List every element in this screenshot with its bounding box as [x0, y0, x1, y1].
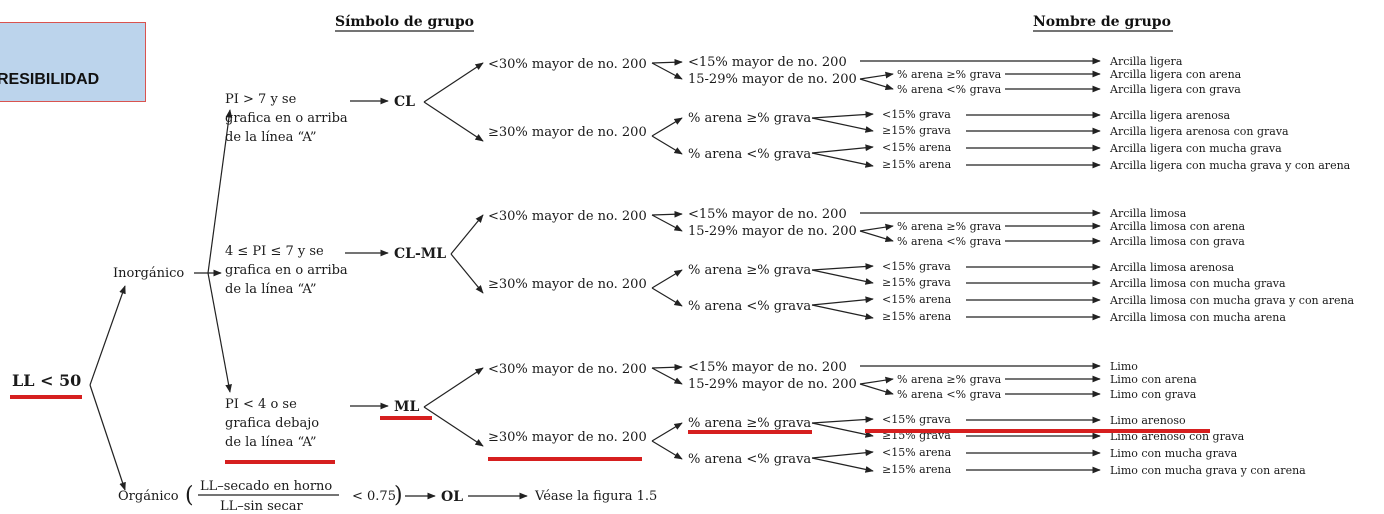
header-symbol: Símbolo de grupo — [335, 14, 474, 30]
fines-ge30-3: ≥30% mayor de no. 200 — [488, 430, 647, 445]
small-arena-lt15-1: <15% arena — [882, 141, 952, 154]
organic-denominator: LL–sin secar — [220, 499, 303, 514]
group-block-2: 4 ≤ PI ≤ 7 y se grafica en o arriba de la … — [225, 207, 1355, 324]
group-symbol-ml: ML — [394, 399, 419, 415]
condition-2-line-3: de la línea “A” — [225, 282, 317, 297]
sub-sand-lt-3: % arena <% grava — [688, 452, 811, 467]
small-grava-lt15-2: <15% grava — [882, 260, 951, 273]
category-badge: RESIBILIDAD — [0, 22, 146, 102]
inorganic-label: Inorgánico — [113, 266, 184, 281]
root-label: LL < 50 — [12, 371, 81, 390]
small-arena-lt15-2: <15% arena — [882, 293, 952, 306]
group-name-1-3: Arcilla ligera con grava — [1109, 83, 1241, 96]
small-arena-ge15-2: ≥15% arena — [882, 310, 952, 323]
small-arena-lt15-3: <15% arena — [882, 446, 952, 459]
svg-text:): ) — [394, 483, 403, 508]
condition-1-line-1: PI > 7 y se — [225, 92, 297, 107]
group-name-1-7: Arcilla ligera con mucha grava y con are… — [1109, 159, 1351, 172]
sub-sand-ge-1: % arena ≥% grava — [688, 111, 811, 126]
condition-3-line-3: de la línea “A” — [225, 435, 317, 450]
group-name-1-4: Arcilla ligera arenosa — [1109, 109, 1231, 122]
group-name-3-4: Limo arenoso — [1110, 414, 1186, 427]
group-name-2-1: Arcilla limosa — [1109, 207, 1187, 220]
group-name-1-6: Arcilla ligera con mucha grava — [1109, 142, 1282, 155]
group-name-1-5: Arcilla ligera arenosa con grava — [1109, 125, 1289, 138]
highlight-path — [225, 416, 1210, 464]
sub-15-29-2: 15-29% mayor de no. 200 — [688, 224, 857, 239]
svg-text:(: ( — [185, 483, 194, 508]
small-grava-lt15-3: <15% grava — [882, 413, 951, 426]
fines-ge30-1: ≥30% mayor de no. 200 — [488, 125, 647, 140]
sub-lt15-3: <15% mayor de no. 200 — [688, 360, 847, 375]
small-grava-ge15-2: ≥15% grava — [882, 276, 951, 289]
group-name-1-2: Arcilla ligera con arena — [1109, 68, 1242, 81]
sub-15-29-3: 15-29% mayor de no. 200 — [688, 377, 857, 392]
sub-sand-lt-1: % arena <% grava — [688, 147, 811, 162]
group-name-3-3: Limo con grava — [1110, 388, 1197, 401]
sub-lt15-1: <15% mayor de no. 200 — [688, 55, 847, 70]
sub-sand-ge-2: % arena ≥% grava — [688, 263, 811, 278]
header-name: Nombre de grupo — [1033, 14, 1171, 30]
organic-numerator: LL–secado en horno — [200, 479, 332, 494]
small-sand-lt-3: % arena <% grava — [897, 388, 1002, 401]
condition-3-line-2: grafica debajo — [225, 416, 319, 431]
group-name-2-5: Arcilla limosa con mucha grava — [1109, 277, 1286, 290]
small-arena-ge15-3: ≥15% arena — [882, 463, 952, 476]
organic-condition: < 0.75 — [352, 489, 396, 504]
small-sand-ge-3: % arena ≥% grava — [897, 373, 1002, 386]
group-symbol-cl-ml: CL-ML — [394, 246, 446, 262]
organic-label: Orgánico — [118, 489, 179, 504]
group-name-3-6: Limo con mucha grava — [1110, 447, 1238, 460]
small-sand-lt-1: % arena <% grava — [897, 83, 1002, 96]
organic-reference: Véase la figura 1.5 — [534, 489, 657, 504]
group-name-1-1: Arcilla ligera — [1109, 55, 1183, 68]
small-grava-ge15-1: ≥15% grava — [882, 124, 951, 137]
small-sand-lt-2: % arena <% grava — [897, 235, 1002, 248]
small-sand-ge-1: % arena ≥% grava — [897, 68, 1002, 81]
organic-symbol: OL — [441, 489, 463, 505]
group-block-3: PI < 4 o se grafica debajo de la línea “A”… — [225, 360, 1306, 477]
group-name-2-3: Arcilla limosa con grava — [1109, 235, 1245, 248]
group-name-3-2: Limo con arena — [1110, 373, 1197, 386]
condition-2-line-1: 4 ≤ PI ≤ 7 y se — [225, 244, 324, 259]
small-grava-lt15-1: <15% grava — [882, 108, 951, 121]
group-name-3-5: Limo arenoso con grava — [1110, 430, 1245, 443]
small-arena-ge15-1: ≥15% arena — [882, 158, 952, 171]
group-name-2-2: Arcilla limosa con arena — [1109, 220, 1246, 233]
sub-lt15-2: <15% mayor de no. 200 — [688, 207, 847, 222]
condition-2-line-2: grafica en o arriba — [225, 263, 348, 278]
sub-15-29-1: 15-29% mayor de no. 200 — [688, 72, 857, 87]
condition-1-line-3: de la línea “A” — [225, 130, 317, 145]
fines-lt30-2: <30% mayor de no. 200 — [488, 209, 647, 224]
condition-3-line-1: PI < 4 o se — [225, 397, 297, 412]
group-name-2-6: Arcilla limosa con mucha grava y con are… — [1109, 294, 1355, 307]
fines-lt30-3: <30% mayor de no. 200 — [488, 362, 647, 377]
condition-1-line-2: grafica en o arriba — [225, 111, 348, 126]
group-symbol-cl: CL — [394, 94, 415, 110]
category-badge-text: RESIBILIDAD — [0, 71, 100, 88]
group-name-2-7: Arcilla limosa con mucha arena — [1109, 311, 1286, 324]
sub-sand-ge-3: % arena ≥% grava — [688, 416, 811, 431]
group-name-3-1: Limo — [1110, 360, 1138, 373]
group-name-2-4: Arcilla limosa arenosa — [1109, 261, 1234, 274]
fines-ge30-2: ≥30% mayor de no. 200 — [488, 277, 647, 292]
fines-lt30-1: <30% mayor de no. 200 — [488, 57, 647, 72]
sub-sand-lt-2: % arena <% grava — [688, 299, 811, 314]
small-sand-ge-2: % arena ≥% grava — [897, 220, 1002, 233]
group-name-3-7: Limo con mucha grava y con arena — [1110, 464, 1306, 477]
group-block-1: PI > 7 y se grafica en o arriba de la líne… — [225, 55, 1351, 172]
